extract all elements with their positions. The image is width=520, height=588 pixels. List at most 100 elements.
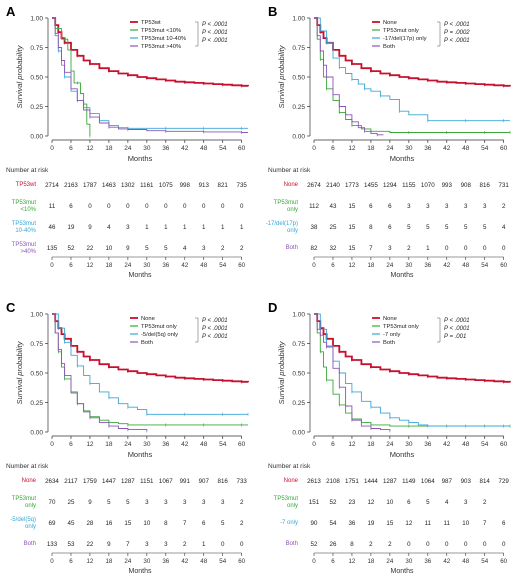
risk-count: 3 <box>483 203 487 210</box>
risk-count: 112 <box>309 203 319 210</box>
risk-count: 987 <box>442 478 453 485</box>
risk-count: 1 <box>221 224 225 231</box>
risk-count: 15 <box>348 245 355 252</box>
risk-count: 1070 <box>421 182 435 189</box>
x-tick-label: 42 <box>443 145 451 152</box>
risk-count: 6 <box>202 520 206 527</box>
legend-entry: TP53mut only <box>141 324 177 330</box>
risk-x-tick-label: 12 <box>86 558 93 565</box>
risk-x-tick-label: 24 <box>386 262 393 269</box>
risk-count: 4 <box>107 224 111 231</box>
risk-count: 913 <box>199 182 210 189</box>
risk-count: 0 <box>483 541 487 548</box>
series-line-3 <box>314 313 510 427</box>
risk-row-label: Both <box>24 541 36 547</box>
legend-bracket <box>437 317 441 343</box>
risk-count: 2714 <box>45 182 59 189</box>
risk-count: 1151 <box>140 478 154 485</box>
x-tick-label: 18 <box>367 441 375 448</box>
risk-count: 9 <box>88 499 92 506</box>
risk-row-label: None <box>22 478 37 484</box>
risk-count: 1751 <box>345 478 359 485</box>
legend-entry: -5/del(5q) only <box>141 332 178 338</box>
legend-entry: None <box>383 316 397 322</box>
x-tick-label: 48 <box>462 145 470 152</box>
risk-count: 8 <box>369 224 373 231</box>
risk-count: 7 <box>483 520 487 527</box>
risk-count: 0 <box>445 541 449 548</box>
risk-x-tick-label: 36 <box>162 262 169 269</box>
risk-count: 821 <box>218 182 229 189</box>
risk-row-label: TP53mut <box>274 200 299 206</box>
risk-count: 6 <box>69 203 73 210</box>
x-tick-label: 6 <box>331 441 335 448</box>
risk-count: 12 <box>405 520 412 527</box>
risk-count: 0 <box>483 245 487 252</box>
risk-count: 1 <box>145 224 149 231</box>
y-tick-label: 0.25 <box>30 104 43 111</box>
risk-count: 816 <box>480 182 491 189</box>
risk-count: 5 <box>426 499 430 506</box>
risk-count: 2 <box>407 245 411 252</box>
risk-count: 0 <box>464 541 468 548</box>
risk-count: 733 <box>237 478 248 485</box>
risk-count: 25 <box>330 224 337 231</box>
risk-count: 90 <box>311 520 318 527</box>
risk-x-tick-label: 42 <box>443 558 450 565</box>
risk-count: 10 <box>143 520 150 527</box>
risk-count: 1067 <box>159 478 173 485</box>
risk-x-tick-label: 6 <box>69 558 73 565</box>
risk-count: 1 <box>240 224 244 231</box>
x-tick-label: 60 <box>238 441 246 448</box>
risk-count: 2 <box>240 520 244 527</box>
panel-label: A <box>6 4 16 19</box>
series-line-3 <box>52 313 248 415</box>
x-axis-label: Months <box>390 450 415 459</box>
risk-row-label: only <box>287 503 298 509</box>
risk-count: 0 <box>502 245 506 252</box>
risk-count: 5 <box>126 499 130 506</box>
risk-row-label: TP53mut <box>12 496 37 502</box>
risk-x-tick-label: 0 <box>50 558 54 565</box>
risk-count: 69 <box>49 520 56 527</box>
risk-count: 46 <box>49 224 56 231</box>
legend-entry: None <box>383 20 397 26</box>
risk-count: 22 <box>86 541 93 548</box>
series-line-3 <box>314 17 510 122</box>
p-value: P < .0001 <box>444 22 470 28</box>
risk-count: 908 <box>461 182 472 189</box>
risk-count: 7 <box>369 245 373 252</box>
risk-count: 5 <box>445 224 449 231</box>
risk-count: 22 <box>86 245 93 252</box>
series-line-1 <box>314 313 511 383</box>
x-tick-label: 12 <box>348 441 356 448</box>
risk-count: 2 <box>369 541 373 548</box>
risk-count: 6 <box>369 203 373 210</box>
x-tick-label: 48 <box>200 441 208 448</box>
risk-count: 3 <box>145 541 149 548</box>
y-tick-label: 1.00 <box>30 16 43 23</box>
risk-count: 9 <box>88 224 92 231</box>
risk-count: 0 <box>464 245 468 252</box>
x-tick-label: 54 <box>481 145 489 152</box>
risk-count: 12 <box>367 499 374 506</box>
series-line-4 <box>314 313 391 431</box>
risk-count: 0 <box>407 541 411 548</box>
risk-count: 28 <box>86 520 93 527</box>
risk-count: 0 <box>183 203 187 210</box>
x-tick-label: 0 <box>50 145 54 152</box>
legend-entry: -7 only <box>383 332 401 338</box>
legend-entry: Both <box>141 340 153 346</box>
x-tick-label: 54 <box>219 441 227 448</box>
risk-count: 45 <box>68 520 75 527</box>
y-tick-label: 0.00 <box>292 430 305 437</box>
risk-count: 3 <box>145 499 149 506</box>
risk-x-tick-label: 18 <box>367 558 374 565</box>
risk-x-tick-label: 36 <box>424 558 431 565</box>
y-tick-label: 0.75 <box>30 341 43 348</box>
risk-count: 1773 <box>345 182 359 189</box>
risk-count: 19 <box>68 224 75 231</box>
risk-count: 3 <box>164 499 168 506</box>
risk-x-axis-label: Months <box>391 568 414 575</box>
x-tick-label: 54 <box>219 145 227 152</box>
